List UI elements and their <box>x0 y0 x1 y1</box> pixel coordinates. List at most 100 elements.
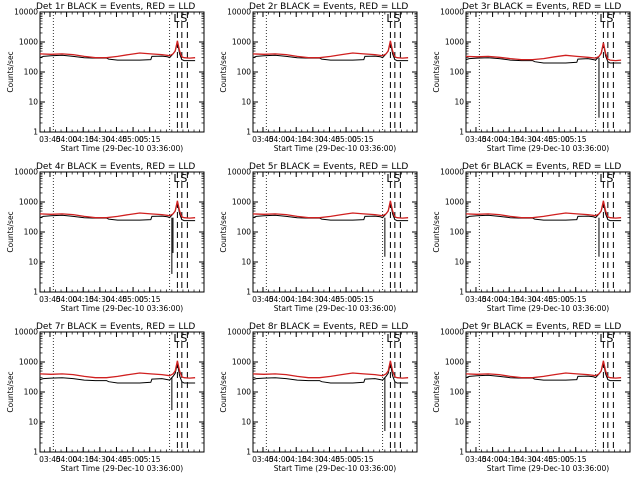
x-tick-label: 04:30 <box>515 135 537 144</box>
y-tick-label: 10000 <box>440 328 464 337</box>
plot-frame <box>39 11 205 133</box>
chart-title: Det 6r BLACK = Events, RED = LLD <box>462 162 621 172</box>
y-tick-label: 1 <box>33 128 38 137</box>
y-tick-label: 10 <box>454 258 464 267</box>
series-line-black <box>465 201 622 222</box>
plot-frame <box>252 331 418 453</box>
event-marker-label: S <box>606 12 613 25</box>
chart-title: Det 5r BLACK = Events, RED = LLD <box>249 162 408 172</box>
x-tick-label: 05:15 <box>139 295 161 304</box>
plot-frame <box>465 171 631 293</box>
x-tick-label: 05:15 <box>352 455 374 464</box>
y-tick-label: 100 <box>237 388 252 397</box>
event-marker-label: L <box>173 172 180 185</box>
series-line-black <box>39 201 196 222</box>
chart-title: Det 2r BLACK = Events, RED = LLD <box>249 2 408 12</box>
x-tick-label: 03:45 <box>252 455 274 464</box>
y-tick-label: 100 <box>450 68 465 77</box>
plot-frame <box>465 11 631 133</box>
series-line-red <box>252 360 409 379</box>
y-tick-label: 100 <box>24 388 39 397</box>
y-tick-label: 10000 <box>14 168 38 177</box>
y-tick-label: 1000 <box>445 38 464 47</box>
y-axis-label: Counts/sec <box>219 211 228 252</box>
x-tick-label: 03:45 <box>39 295 61 304</box>
series-line-red <box>465 42 622 62</box>
y-tick-label: 1000 <box>19 358 38 367</box>
event-marker-label: L <box>599 172 606 185</box>
y-tick-label: 10000 <box>227 168 251 177</box>
y-tick-label: 1 <box>459 448 464 457</box>
y-axis-label: Counts/sec <box>432 371 441 412</box>
x-tick-label: 05:00 <box>548 455 570 464</box>
x-tick-label: 04:30 <box>515 295 537 304</box>
x-tick-label: 04:15 <box>285 295 307 304</box>
x-tick-label: 03:45 <box>465 135 487 144</box>
event-marker-label: S <box>393 172 400 185</box>
x-tick-label: 04:15 <box>285 455 307 464</box>
chart-title: Det 9r BLACK = Events, RED = LLD <box>462 322 621 332</box>
plot-frame <box>39 171 205 293</box>
y-tick-label: 100 <box>24 68 39 77</box>
x-tick-label: 04:00 <box>482 135 504 144</box>
event-marker-label: S <box>180 172 187 185</box>
x-tick-label: 05:15 <box>565 295 587 304</box>
x-axis-label: Start Time (29-Dec-10 03:36:00) <box>487 464 609 473</box>
x-tick-label: 05:15 <box>139 455 161 464</box>
series-line-red <box>39 360 196 379</box>
event-marker-label: L <box>173 12 180 25</box>
chart-panel-7: Det 7r BLACK = Events, RED = LLD 1 10 100 10… <box>6 322 205 473</box>
y-tick-label: 100 <box>237 68 252 77</box>
x-tick-label: 04:15 <box>498 135 520 144</box>
x-tick-label: 05:00 <box>122 455 144 464</box>
x-tick-label: 04:00 <box>269 455 291 464</box>
x-tick-label: 04:30 <box>89 135 111 144</box>
chart-panel-1: Det 1r BLACK = Events, RED = LLD 1 10 100 10… <box>6 2 205 153</box>
series-line-red <box>252 40 409 59</box>
chart-panel-8: Det 8r BLACK = Events, RED = LLD 1 10 100 10… <box>219 322 418 473</box>
y-tick-label: 100 <box>450 228 465 237</box>
y-tick-label: 100 <box>24 228 39 237</box>
y-tick-label: 10000 <box>440 168 464 177</box>
y-axis-label: Counts/sec <box>6 211 15 252</box>
y-axis-label: Counts/sec <box>432 51 441 92</box>
y-tick-label: 100 <box>237 228 252 237</box>
series-line-red <box>465 200 622 219</box>
x-tick-label: 04:15 <box>498 455 520 464</box>
chart-panel-2: Det 2r BLACK = Events, RED = LLD 1 10 100 10… <box>219 2 418 153</box>
series-line-black <box>465 361 622 382</box>
x-tick-label: 05:00 <box>548 135 570 144</box>
chart-panel-3: Det 3r BLACK = Events, RED = LLD 1 10 100 10… <box>432 2 631 153</box>
x-tick-label: 03:45 <box>252 295 274 304</box>
x-tick-label: 05:00 <box>548 295 570 304</box>
y-tick-label: 1000 <box>19 38 38 47</box>
chart-title: Det 8r BLACK = Events, RED = LLD <box>249 322 408 332</box>
series-line-red <box>465 360 622 379</box>
y-tick-label: 10 <box>241 98 251 107</box>
chart-title: Det 1r BLACK = Events, RED = LLD <box>36 2 195 12</box>
event-marker-label: S <box>393 12 400 25</box>
x-tick-label: 04:00 <box>482 295 504 304</box>
y-axis-label: Counts/sec <box>219 51 228 92</box>
series-line-red <box>252 200 409 219</box>
y-tick-label: 10 <box>241 418 251 427</box>
y-tick-label: 1 <box>459 288 464 297</box>
y-tick-label: 1 <box>33 288 38 297</box>
chart-panel-5: Det 5r BLACK = Events, RED = LLD 1 10 100 10… <box>219 162 418 313</box>
plot-frame <box>252 11 418 133</box>
series-line-black <box>39 363 196 384</box>
y-tick-label: 10000 <box>14 328 38 337</box>
x-tick-label: 04:15 <box>285 135 307 144</box>
y-tick-label: 1 <box>246 288 251 297</box>
x-tick-label: 04:45 <box>106 295 128 304</box>
x-tick-label: 04:30 <box>302 455 324 464</box>
series-line-black <box>252 41 409 62</box>
y-tick-label: 1 <box>246 128 251 137</box>
event-marker-label: L <box>599 332 606 345</box>
y-tick-label: 1000 <box>232 38 251 47</box>
x-tick-label: 03:45 <box>465 295 487 304</box>
y-tick-label: 10 <box>28 418 38 427</box>
x-tick-label: 05:15 <box>352 295 374 304</box>
x-axis-label: Start Time (29-Dec-10 03:36:00) <box>61 304 183 313</box>
x-tick-label: 04:45 <box>319 135 341 144</box>
